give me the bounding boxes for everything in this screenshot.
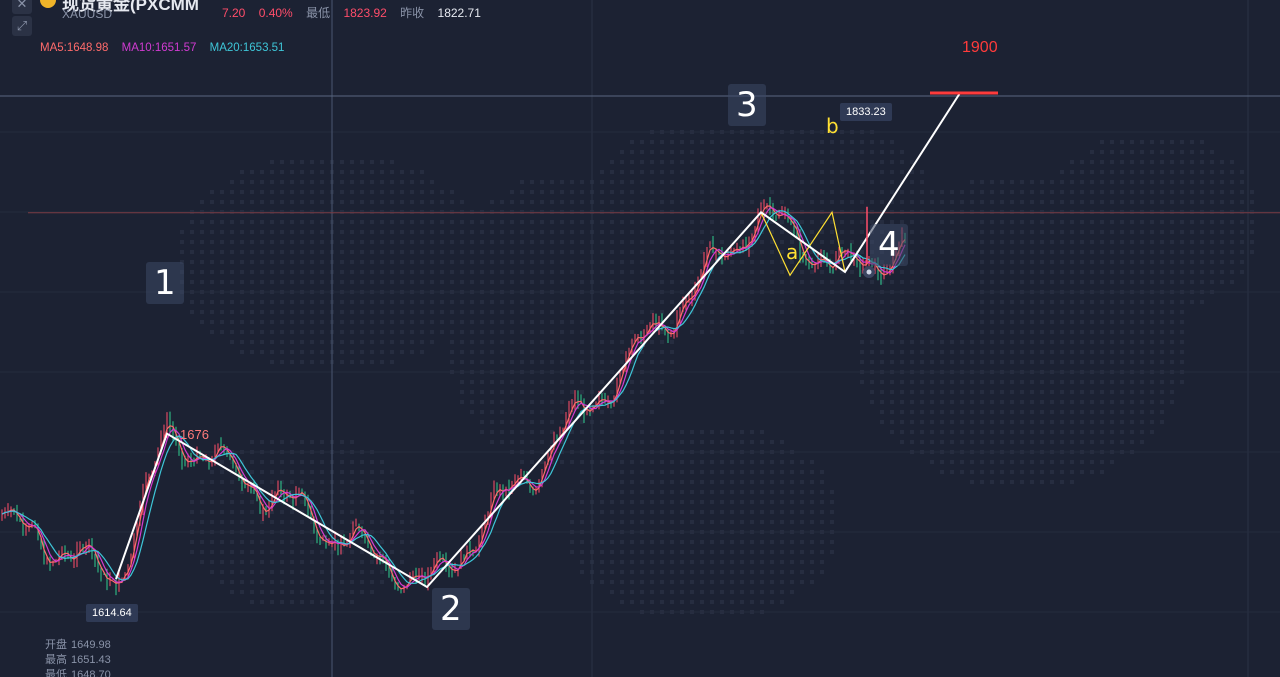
high-price-tag: 1833.23 [840, 103, 892, 121]
mid-price-label: 1676 [180, 427, 209, 442]
ma5-label: MA5:1648.98 [40, 42, 109, 54]
gold-coin-icon [40, 0, 56, 8]
close-icon[interactable]: ✕ [12, 0, 32, 14]
low-value: 1823.92 [343, 6, 387, 20]
ma-legend: MA5:1648.98 MA10:1651.57 MA20:1653.51 [40, 42, 294, 54]
low-label: 最低 [306, 6, 331, 20]
prev-close-value: 1822.71 [437, 6, 481, 20]
sub-wave-line [760, 210, 846, 277]
wave-3-label: 3 [728, 84, 766, 126]
wave-1-label: 1 [146, 262, 184, 304]
target-price-label: 1900 [962, 39, 998, 56]
low-value-bottom: 1648.70 [71, 669, 111, 677]
change-pct: 0.40% [258, 6, 293, 20]
pen-icon[interactable]: ⤢ [12, 16, 32, 36]
open-value: 1649.98 [71, 639, 111, 651]
elliott-wave-line [115, 92, 961, 589]
high-value: 1651.43 [71, 654, 111, 666]
ticker: XAUUSD [62, 7, 113, 21]
symbol-name: 现货黄金(PXCMM [62, 0, 199, 14]
ohlc-panel: 开盘 1649.98 最高 1651.43 最低 1648.70 [45, 638, 111, 677]
wave-2-label: 2 [432, 588, 470, 630]
open-label: 开盘 [45, 639, 67, 651]
high-label: 最高 [45, 654, 67, 666]
event-marker-dot [866, 269, 872, 275]
ma10-line [1, 207, 906, 588]
wave-4-label: 4 [870, 224, 908, 266]
change-value: 7.20 [222, 6, 246, 20]
prev-close-label: 昨收 [400, 6, 425, 20]
ma20-line [1, 210, 906, 584]
sub-wave-a-label: a [786, 240, 799, 264]
quote-row: 7.20 0.40% 最低 1823.92 昨收 1822.71 [222, 4, 491, 21]
ma10-label: MA10:1651.57 [121, 42, 197, 54]
low-label-bottom: 最低 [45, 669, 67, 677]
ma20-label: MA20:1653.51 [209, 42, 285, 54]
sub-wave-b-label: b [826, 114, 839, 138]
low-price-tag: 1614.64 [86, 604, 138, 622]
